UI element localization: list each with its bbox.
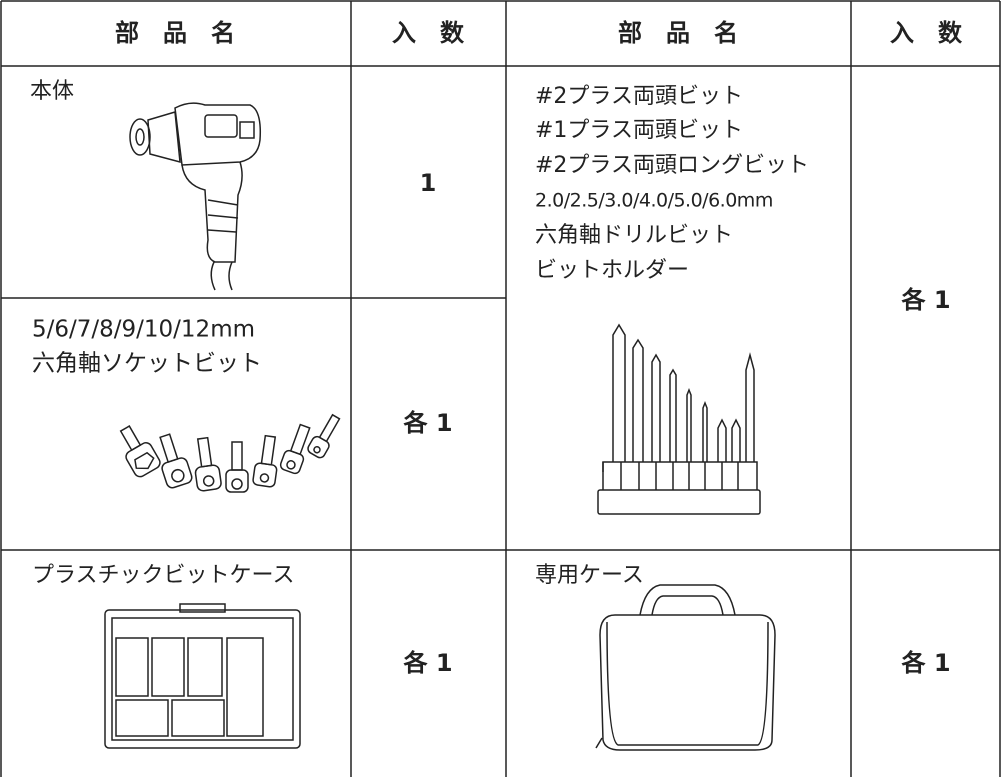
plastic-case-illustration — [104, 603, 301, 749]
part-qty: 各 1 — [901, 286, 951, 314]
socket-bits-illustration — [119, 413, 341, 493]
part-qty: 各 1 — [403, 409, 453, 437]
part-qty: 各 1 — [901, 649, 951, 677]
drill-bits-illustration — [597, 323, 761, 515]
header-cell: 入 数 — [392, 19, 464, 47]
part-name: 本体 — [30, 79, 75, 104]
part-name: プラスチックビットケース — [32, 563, 295, 588]
part-name: 専用ケース — [535, 563, 644, 588]
part-name: 六角軸ソケットビット — [32, 350, 262, 377]
part-name: #2プラス両頭ロングビット — [535, 153, 809, 178]
part-qty: 各 1 — [403, 649, 453, 677]
part-name: 5/6/7/8/9/10/12mm — [32, 316, 256, 343]
part-name: ビットホルダー — [535, 258, 690, 283]
part-name: 2.0/2.5/3.0/4.0/5.0/6.0mm — [535, 189, 773, 212]
header-cell: 部 品 名 — [115, 19, 235, 47]
header-cell: 入 数 — [890, 19, 962, 47]
part-name: #1プラス両頭ビット — [535, 118, 743, 143]
part-qty: 1 — [419, 169, 437, 197]
part-name: #2プラス両頭ビット — [535, 84, 743, 109]
bag-illustration — [595, 584, 776, 751]
part-name: 六角軸ドリルビット — [535, 223, 734, 248]
drill-illustration — [129, 102, 262, 291]
header-cell: 部 品 名 — [618, 19, 738, 47]
